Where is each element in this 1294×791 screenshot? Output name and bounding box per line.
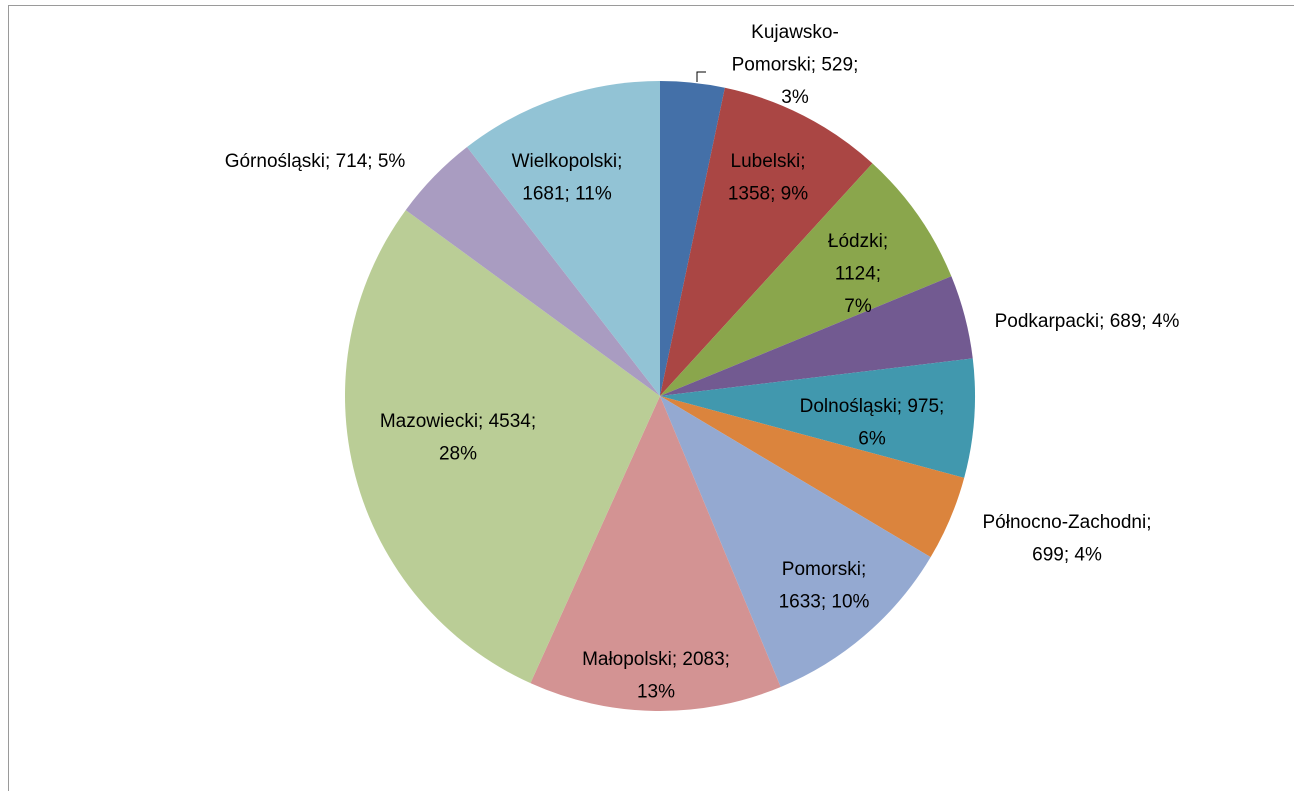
pie-slice <box>660 81 725 396</box>
data-label-line: Kujawsko- <box>751 22 839 43</box>
data-label-line: Pomorski; 529; <box>732 55 859 76</box>
pie-slice <box>530 396 781 711</box>
data-label: Dolnośląski; 975; 6% <box>800 396 945 450</box>
data-label-line: 13% <box>637 682 675 703</box>
pie-slice <box>405 147 660 396</box>
data-label-line: Górnośląski; 714; 5% <box>225 151 406 172</box>
data-label-line: Małopolski; 2083; <box>582 649 730 670</box>
data-label-line: Północno-Zachodni; <box>983 512 1152 533</box>
data-label: Pomorski; 1633; 10% <box>779 559 870 613</box>
pie-slice <box>660 358 975 478</box>
pie-slice <box>660 163 952 396</box>
data-label: Wielkopolski; 1681; 11% <box>512 151 623 205</box>
data-label: Północno-Zachodni; 699; 4% <box>983 512 1152 566</box>
data-label: Małopolski; 2083; 13% <box>582 649 730 703</box>
pie-slice <box>345 210 660 684</box>
data-label-line: Lubelski; <box>731 151 806 172</box>
data-label: Mazowiecki; 4534; 28% <box>380 411 536 465</box>
data-label-line: 6% <box>858 429 886 450</box>
data-label-line: 699; 4% <box>1032 545 1102 566</box>
pie-slice <box>660 87 873 397</box>
pie-slice <box>660 276 973 396</box>
data-label-line: Podkarpacki; 689; 4% <box>995 311 1180 332</box>
pie-slice <box>660 396 931 687</box>
data-label-line: 1124; <box>835 264 881 285</box>
leader-line <box>696 71 706 82</box>
data-label-line: 1633; 10% <box>779 592 870 613</box>
chart-frame <box>8 5 1294 791</box>
pie-slice <box>660 396 965 558</box>
data-label-line: 7% <box>844 296 872 317</box>
data-label-line: Pomorski; <box>782 559 866 580</box>
data-label-line: 1681; 11% <box>522 184 612 205</box>
data-label-line: Łódzki; <box>828 231 888 252</box>
data-label: Górnośląski; 714; 5% <box>225 151 406 172</box>
data-label-line: 1358; 9% <box>728 184 808 205</box>
data-label: Podkarpacki; 689; 4% <box>995 311 1180 332</box>
data-label-line: Dolnośląski; 975; <box>800 396 945 417</box>
data-label: Kujawsko- Pomorski; 529; 3% <box>732 22 859 108</box>
data-label: Łódzki; 1124; 7% <box>828 231 888 317</box>
data-label-line: 28% <box>439 444 477 465</box>
data-label-line: Mazowiecki; 4534; <box>380 411 536 432</box>
pie-slice <box>467 81 660 396</box>
data-label: Lubelski; 1358; 9% <box>728 151 808 205</box>
data-label-line: Wielkopolski; <box>512 151 623 172</box>
data-label-line: 3% <box>781 87 809 108</box>
